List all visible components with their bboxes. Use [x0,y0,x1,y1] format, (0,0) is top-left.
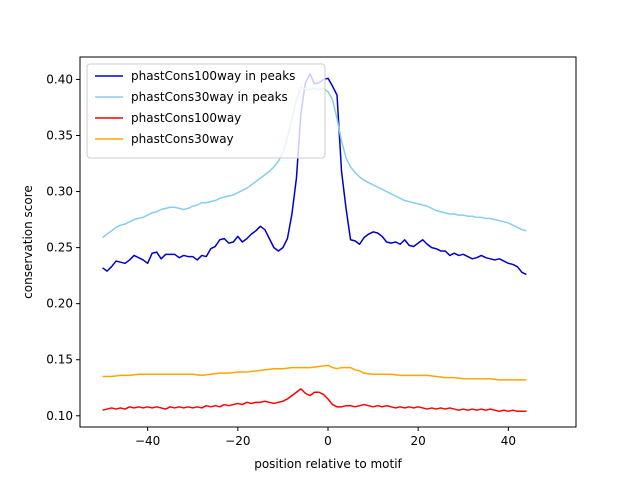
y-tick-label: 0.35 [46,128,73,142]
y-tick-label: 0.15 [46,353,73,367]
y-tick-label: 0.20 [46,297,73,311]
ticks-layer: −40 −20 0 20 40 0.10 0.15 0.20 0.25 0.30 0.35 0.40 [46,72,516,448]
x-tick-label: −40 [135,434,160,448]
y-tick-label: 0.10 [46,409,73,423]
x-tick-label: 20 [411,434,426,448]
y-tick-label: 0.40 [46,72,73,86]
legend: phastCons100way in peaks phastCons30way i… [86,63,326,159]
legend-label: phastCons100way [131,111,241,125]
y-tick-label: 0.30 [46,185,73,199]
series-line-4 [102,364,527,381]
legend-label: phastCons30way [131,132,234,146]
x-tick-label: −20 [225,434,250,448]
legend-box [86,63,326,159]
plot-frame [79,56,577,428]
y-axis-label: conservation score [21,185,35,299]
x-axis-label: position relative to motif [254,457,402,471]
x-tick-label: 0 [324,434,332,448]
y-tick-label: 0.25 [46,241,73,255]
x-tick-label: 40 [501,434,516,448]
legend-label: phastCons100way in peaks [131,69,295,83]
series-line-3 [102,388,527,413]
legend-label: phastCons30way in peaks [131,90,288,104]
